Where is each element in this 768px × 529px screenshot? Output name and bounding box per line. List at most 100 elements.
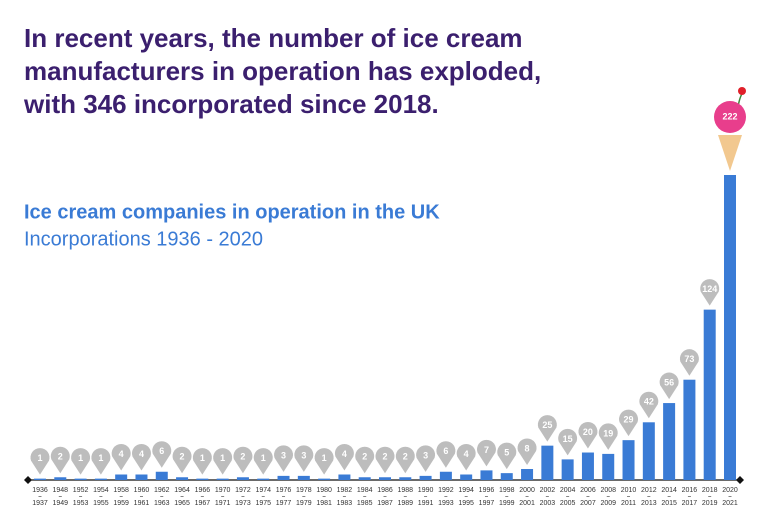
label-pin	[456, 443, 476, 471]
value-label: 2	[403, 452, 408, 462]
label-pin	[619, 409, 639, 437]
label-pin	[131, 443, 151, 471]
x-tick-label: 2017	[682, 500, 698, 507]
value-label: 25	[542, 420, 552, 430]
bar	[216, 478, 229, 480]
value-label: 1	[98, 453, 103, 463]
value-label: 3	[301, 450, 306, 460]
x-tick-label: 1978	[296, 487, 312, 494]
x-tick-label: 1994	[458, 487, 474, 494]
bar	[602, 453, 615, 480]
label-pin	[50, 446, 70, 474]
x-tick-label: 2005	[560, 500, 576, 507]
x-tick-label: 1984	[357, 487, 373, 494]
x-tick-label: 1970	[215, 487, 231, 494]
x-tick-label: 1937	[32, 500, 48, 507]
bar	[460, 474, 473, 480]
x-tick-label: 1995	[458, 500, 474, 507]
x-tick-label: 1999	[499, 500, 515, 507]
value-label: 1	[37, 453, 42, 463]
x-tick-label: 2000	[519, 487, 535, 494]
label-pin	[679, 349, 699, 376]
x-tick-label: 2011	[621, 500, 636, 507]
label-pin	[152, 441, 172, 468]
label-pin	[314, 448, 334, 475]
x-tick-label: 1954	[93, 487, 109, 494]
label-pin	[436, 441, 456, 468]
value-label: 5	[504, 448, 509, 458]
bar	[34, 478, 46, 480]
label-pin	[294, 445, 314, 472]
label-pin	[111, 443, 131, 471]
bar	[419, 475, 432, 480]
label-pin	[598, 423, 618, 450]
value-label: 1	[322, 453, 327, 463]
bar	[642, 422, 655, 480]
x-tick-label: 2001	[519, 500, 535, 507]
x-tick-label: 2008	[600, 487, 616, 494]
x-tick-label: 2006	[580, 487, 596, 494]
value-label: 4	[342, 449, 347, 459]
x-tick-label: 2013	[641, 500, 657, 507]
cherry	[738, 87, 746, 95]
x-tick-label: 1992	[438, 487, 454, 494]
label-pin	[213, 448, 233, 475]
x-tick-label: 1979	[296, 500, 312, 507]
value-label: 1	[261, 453, 266, 463]
value-label: 73	[684, 354, 694, 364]
bar	[358, 477, 371, 480]
bar	[94, 478, 107, 480]
bar	[683, 379, 696, 480]
label-pin	[517, 438, 537, 466]
axis-end	[24, 476, 32, 484]
label-pin	[700, 279, 720, 306]
x-tick-label: 1990	[418, 487, 434, 494]
value-label: 2	[382, 452, 387, 462]
bar	[236, 477, 249, 480]
x-tick-label: 2020	[722, 487, 738, 494]
x-tick-label: 2004	[560, 487, 576, 494]
x-tick-label: 2010	[621, 487, 637, 494]
x-tick-label: 1948	[53, 487, 69, 494]
value-label: 222	[722, 111, 737, 121]
bar	[521, 469, 534, 480]
x-tick-label: 1971	[215, 500, 231, 507]
bar	[581, 452, 594, 480]
bar	[277, 475, 290, 480]
bar	[135, 474, 148, 480]
axis-end	[736, 476, 744, 484]
x-tick-label: 1985	[357, 500, 373, 507]
value-label: 4	[119, 449, 124, 459]
value-label: 1	[220, 453, 225, 463]
chart-subtitle: Ice cream companies in operation in the …	[24, 201, 440, 223]
chart-title: manufacturers in operation has exploded,	[24, 56, 541, 86]
bar	[399, 477, 412, 480]
x-tick-label: 2019	[702, 500, 718, 507]
bar	[541, 445, 554, 480]
bar	[257, 478, 270, 480]
value-label: 7	[484, 445, 489, 455]
x-tick-label: 1967	[195, 500, 211, 507]
bar	[297, 475, 310, 480]
bar	[74, 478, 87, 480]
value-label: 4	[464, 449, 469, 459]
value-label: 19	[603, 428, 613, 438]
x-tick-label: 1953	[73, 500, 89, 507]
x-tick-label: 2003	[540, 500, 556, 507]
x-tick-label: 1989	[398, 500, 414, 507]
bar	[480, 470, 493, 480]
x-tick-label: 2016	[682, 487, 698, 494]
x-tick-label: 2012	[641, 487, 657, 494]
label-pin	[172, 446, 192, 474]
value-label: 1	[200, 453, 205, 463]
x-tick-label: 1962	[154, 487, 170, 494]
value-label: 3	[423, 450, 428, 460]
label-pin	[497, 442, 517, 470]
bar	[115, 474, 128, 480]
label-pin	[253, 448, 273, 475]
bar	[196, 478, 209, 480]
bar	[338, 474, 351, 480]
x-tick-label: 1955	[93, 500, 109, 507]
x-tick-label: 2009	[600, 500, 616, 507]
x-tick-label: 1977	[276, 500, 292, 507]
